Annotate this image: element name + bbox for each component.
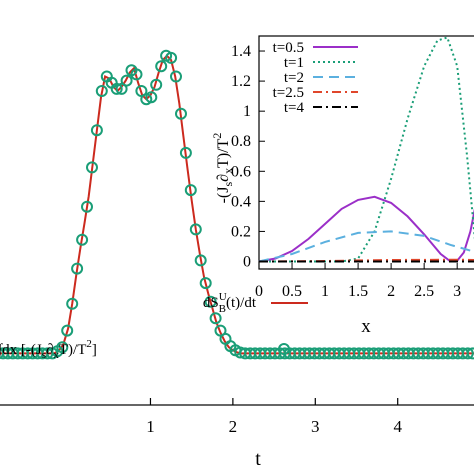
main-x-axis-label: t: [255, 448, 261, 470]
series-point-integral: [110, 82, 123, 95]
series-point-integral: [209, 312, 222, 325]
series-point-integral: [145, 91, 158, 104]
series-point-integral: [66, 297, 79, 310]
inset-y-axis-label: -(Js∂xT)/T2: [210, 133, 235, 204]
inset-legend: t=0.5t=1t=2t=2.5t=4: [273, 40, 358, 116]
inset-x-tick-label: 2.5: [414, 283, 434, 300]
main-x-tick-label: 2: [229, 417, 238, 436]
main-x-tick-label: 1: [146, 417, 155, 436]
series-point-integral: [461, 347, 474, 360]
series-point-integral: [165, 51, 178, 64]
inset-chart: 0 0.5 1 1.5 2 2.5 300.20.40.60.811.21.4 t=0.5t…: [210, 29, 474, 337]
main-legend: dSU B(t)/dt ∫dx [-(Js∂xT)/T2]: [0, 291, 308, 361]
inset-legend-label: t=4: [284, 100, 305, 116]
series-point-integral: [199, 277, 212, 290]
inset-legend-label: t=1: [284, 55, 304, 71]
series-point-integral: [76, 233, 89, 246]
series-point-integral: [194, 254, 207, 267]
main-series-layer: [0, 49, 474, 360]
inset-plot-frame: [258, 35, 474, 270]
series-point-integral: [170, 70, 182, 83]
inset-series-layer: [258, 36, 474, 263]
inset-ticks: 0 0.5 1 1.5 2 2.5 3 0 0.2 0.4 0.6 0.8 1 1.2 1.4: [231, 43, 461, 300]
series-point-integral: [466, 347, 474, 360]
main-x-ticks: 1 2 3 4: [146, 398, 402, 436]
series-point-integral: [155, 60, 168, 73]
inset-y-tick-label: 1: [243, 103, 251, 120]
inset-y-tick-label: 0.2: [231, 223, 251, 240]
series-point-integral: [86, 161, 98, 174]
series-point-integral: [81, 200, 93, 213]
series-point-integral: [184, 184, 197, 197]
legend-label-ds: dSU B(t)/dt: [203, 291, 257, 315]
series-point-integral: [150, 78, 163, 91]
main-plot-frame: [0, 404, 474, 406]
inset-x-tick-label: 3: [453, 283, 461, 300]
legend-label-integral: ∫dx [-(Js∂xT)/T2]: [0, 338, 97, 361]
series-point-integral: [175, 107, 187, 120]
series-point-integral: [204, 295, 217, 308]
inset-legend-label: t=2.5: [273, 85, 304, 101]
series-point-integral: [189, 223, 202, 236]
legend-swatch-integral: [278, 343, 290, 355]
inset-x-tick-label: 1.5: [348, 283, 368, 300]
series-point-integral: [120, 74, 133, 87]
inset-x-tick-label: 0.5: [282, 283, 302, 300]
inset-x-axis-label: x: [361, 316, 371, 337]
series-point-integral: [90, 124, 103, 137]
inset-x-tick-label: 1: [321, 283, 329, 300]
main-x-tick-label: 4: [393, 417, 402, 436]
main-x-tick-label: 3: [311, 417, 320, 436]
inset-legend-label: t=0.5: [273, 40, 304, 56]
inset-series-line: [258, 230, 474, 263]
inset-y-tick-label: 0.6: [231, 163, 251, 180]
inset-y-tick-label: 0: [243, 253, 251, 270]
series-point-integral: [130, 68, 143, 81]
inset-legend-label: t=2: [284, 70, 304, 86]
series-point-integral: [61, 324, 74, 337]
inset-y-tick-label: 0.4: [231, 193, 251, 210]
series-point-integral: [71, 262, 84, 275]
inset-y-tick-label: 1.4: [231, 43, 251, 60]
inset-x-tick-label: 0: [255, 283, 263, 300]
series-point-integral: [95, 85, 108, 97]
series-point-integral: [56, 341, 69, 354]
inset-y-tick-label: 0.8: [231, 133, 251, 150]
inset-x-tick-label: 2: [387, 283, 395, 300]
inset-series-line: [258, 195, 474, 263]
series-point-integral: [179, 146, 192, 159]
inset-y-tick-label: 1.2: [231, 73, 251, 90]
